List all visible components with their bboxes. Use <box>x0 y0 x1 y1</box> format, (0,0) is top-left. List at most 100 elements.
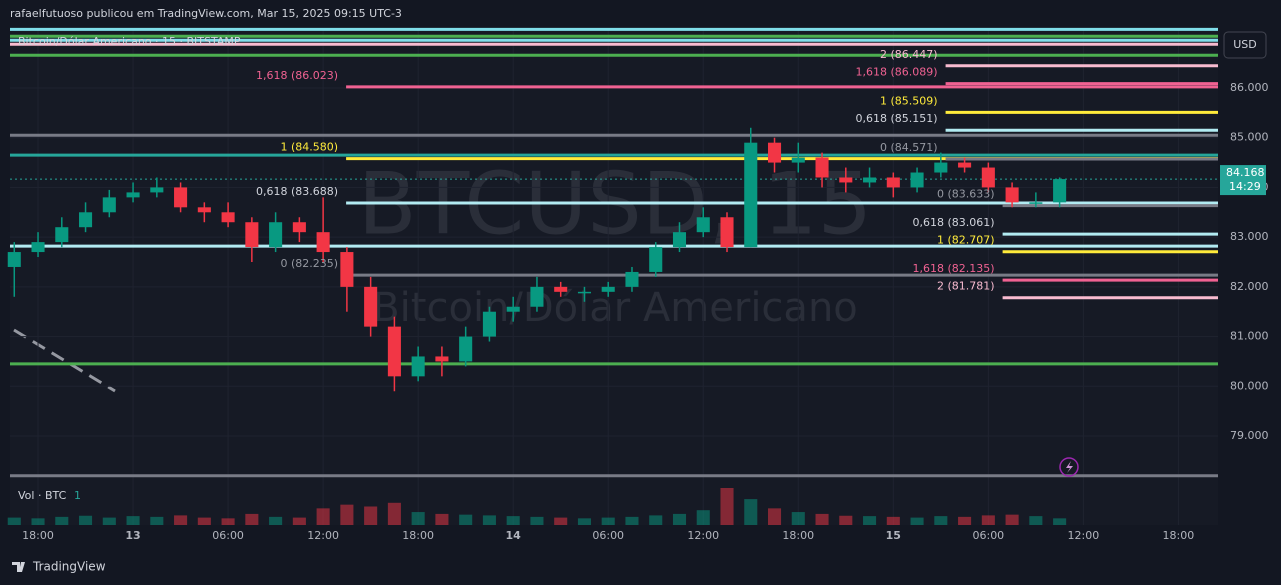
candle-body <box>387 326 401 377</box>
x-tick-label: 06:00 <box>212 529 244 542</box>
legend-title: Bitcoin/Dólar Americano · 15 · BITSTAMP <box>18 35 241 48</box>
volume-bar <box>530 516 544 525</box>
fib-label: 1,618 (82.135) <box>913 262 995 275</box>
candle-body <box>1053 179 1067 203</box>
currency[interactable]: USD <box>1233 38 1257 51</box>
volume-bar <box>435 513 449 525</box>
currency-button[interactable] <box>1223 31 1267 59</box>
candle-body <box>767 142 782 163</box>
candle-body <box>55 227 69 243</box>
candle-body <box>815 157 829 178</box>
volume-bar <box>221 518 235 525</box>
candle-body <box>577 291 591 294</box>
volume-bar <box>1029 516 1043 525</box>
candle-body <box>221 212 235 223</box>
alert-icon[interactable] <box>1059 457 1079 477</box>
y-tick-label: 81.000 <box>1230 330 1269 343</box>
fib-label: 0 (84.571) <box>880 141 938 154</box>
candle-body <box>340 252 354 287</box>
y-tick-label: 82.000 <box>1230 280 1269 293</box>
alert-bolt <box>1066 461 1073 473</box>
y-tick-label: 86.000 <box>1230 81 1269 94</box>
countdown: 14:29 <box>1229 180 1261 193</box>
volume-bar <box>554 517 568 525</box>
candle-body <box>934 162 948 173</box>
volume-bar <box>7 517 21 525</box>
volume-bar <box>506 516 520 525</box>
candle-body <box>197 207 211 213</box>
volume-bar <box>625 516 639 525</box>
volume-bar <box>174 515 188 525</box>
candle-body <box>79 212 93 228</box>
volume-bar <box>340 504 354 525</box>
fib-label: 1 (82.707) <box>937 234 995 247</box>
volume-bar <box>482 515 496 525</box>
x-tick-label: 18:00 <box>402 529 434 542</box>
candle-body <box>126 192 140 198</box>
candle-body <box>1029 202 1043 204</box>
volume-bar <box>102 517 116 525</box>
volume-bar <box>601 517 615 525</box>
volume-bar <box>672 513 687 525</box>
fib-label: 1,618 (86.023) <box>256 69 338 82</box>
volume-setting: 1 <box>74 489 81 502</box>
volume-bar <box>815 513 829 525</box>
x-tick-label: 06:00 <box>972 529 1004 542</box>
volume-bar <box>696 510 710 525</box>
candle-body <box>981 167 995 188</box>
candle-body <box>839 177 853 183</box>
volume-bar <box>150 516 164 525</box>
candle-body <box>482 311 496 337</box>
volume-bar <box>981 515 995 525</box>
fib-label: 0 (83.633) <box>937 188 995 201</box>
volume-bar <box>292 517 306 525</box>
x-tick-label: 18:00 <box>1163 529 1195 542</box>
x-tick-label: 06:00 <box>592 529 624 542</box>
x-tick-label: 13 <box>125 529 140 542</box>
fib-label: 1 (85.509) <box>880 94 938 107</box>
volume-bar <box>1005 514 1019 525</box>
volume-bar <box>839 515 853 525</box>
x-tick-label: 12:00 <box>307 529 339 542</box>
volume-bar <box>886 516 900 525</box>
candle-body <box>530 286 544 307</box>
candle-body <box>696 217 710 233</box>
volume-bar <box>245 513 259 525</box>
candle-body <box>31 242 45 253</box>
last-price: 84.168 <box>1226 166 1265 179</box>
volume-bar <box>720 488 734 525</box>
candle-body <box>625 271 639 287</box>
fib-label: 2 (86.447) <box>880 48 938 61</box>
candle-body <box>958 162 972 168</box>
candle-body <box>102 197 116 213</box>
candle-body <box>150 187 164 193</box>
x-tick-label: 18:00 <box>22 529 54 542</box>
volume-bar <box>411 512 425 525</box>
candle-body <box>910 172 924 188</box>
volume-bar <box>31 518 45 525</box>
candle-body <box>886 177 900 188</box>
volume-bar <box>126 516 140 525</box>
fib-label: 0,618 (83.061) <box>913 216 995 229</box>
header: rafaelfutuoso publicou em TradingView.co… <box>10 7 402 20</box>
candle-body <box>649 247 663 272</box>
volume-bar <box>364 506 378 525</box>
x-tick-label: 12:00 <box>687 529 719 542</box>
volume-bar <box>863 516 877 525</box>
x-tick-label: 14 <box>506 529 522 542</box>
candle-body <box>601 286 615 292</box>
fib-label: 0 (82.235) <box>281 257 339 270</box>
candle-body <box>506 306 520 312</box>
footer: TradingView <box>32 560 106 574</box>
x-tick-label: 12:00 <box>1068 529 1100 542</box>
volume-bar <box>577 518 591 525</box>
volume-bar <box>1053 518 1067 525</box>
y-tick-label: 79.000 <box>1230 429 1269 442</box>
last-price-box <box>1220 165 1266 196</box>
volume-bar <box>55 516 69 525</box>
candle-body <box>672 232 687 248</box>
volume-bar <box>459 514 473 525</box>
y-tick-label: 83.000 <box>1230 230 1269 243</box>
